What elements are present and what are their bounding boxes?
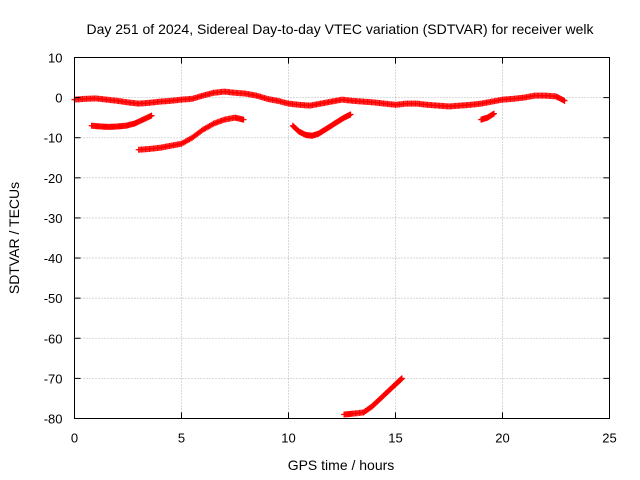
chart-title: Day 251 of 2024, Sidereal Day-to-day VTE… [86, 21, 594, 37]
grid [74, 57, 610, 419]
y-tick-label: -60 [44, 331, 63, 346]
x-tick-label: 25 [602, 431, 616, 446]
data-point [347, 111, 354, 118]
data-point [209, 121, 216, 128]
series-arc-4 [289, 111, 354, 139]
y-tick-label: -50 [44, 291, 63, 306]
x-tick-label: 20 [495, 431, 509, 446]
y-axis-label: SDTVAR / TECUs [6, 182, 22, 294]
y-tick-label: -30 [44, 211, 63, 226]
data-point [398, 375, 405, 382]
y-tick-label: -70 [44, 371, 63, 386]
series-arc-6 [341, 375, 405, 418]
y-tick-label: -40 [44, 251, 63, 266]
y-tick-label: 10 [48, 51, 62, 66]
data-point [148, 112, 155, 119]
series-arc-2 [88, 112, 155, 130]
ticks: 0 5 10 15 20 25 10 0 -10 -20 -30 -40 -50 -60 -70 -80 [44, 51, 617, 446]
x-axis-label: GPS time / hours [288, 457, 395, 473]
series-arc-3 [135, 114, 247, 153]
data-point [561, 97, 568, 104]
data-points [71, 88, 568, 418]
x-tick-label: 0 [71, 431, 78, 446]
data-point [490, 110, 497, 117]
data-point [240, 116, 247, 123]
y-tick-label: -20 [44, 171, 63, 186]
y-tick-label: -10 [44, 131, 63, 146]
y-tick-label: -80 [44, 412, 63, 427]
x-tick-label: 10 [281, 431, 295, 446]
y-tick-label: 0 [55, 91, 62, 106]
series-arc-5 [478, 110, 497, 123]
x-tick-label: 5 [178, 431, 185, 446]
plot-frame [74, 57, 610, 419]
x-tick-label: 15 [388, 431, 402, 446]
series-arc-main [71, 88, 568, 110]
